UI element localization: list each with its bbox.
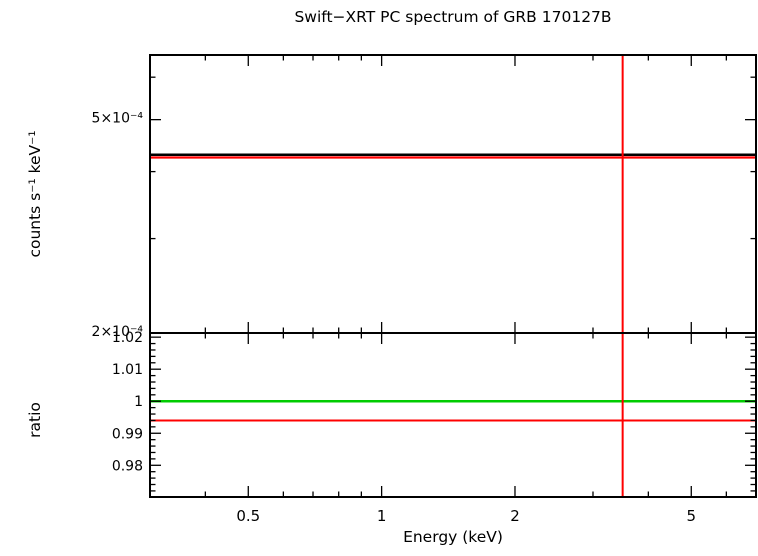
x-tick-label: 1 xyxy=(377,507,387,525)
y-axis-label-ratio: ratio xyxy=(26,402,44,438)
chart-title: Swift−XRT PC spectrum of GRB 170127B xyxy=(294,8,611,26)
y-tick-label: 0.98 xyxy=(112,458,143,474)
y-tick-label: 1 xyxy=(134,394,143,410)
x-tick-label: 0.5 xyxy=(236,507,260,525)
y-tick-label: 5×10⁻⁴ xyxy=(92,111,144,127)
x-tick-label: 2 xyxy=(510,507,520,525)
panel-border xyxy=(149,54,757,334)
y-tick-label: 0.99 xyxy=(112,426,143,442)
y-tick-label: 1.02 xyxy=(112,330,143,346)
y-tick-label: 1.01 xyxy=(112,362,143,378)
y-axis-label-counts: counts s⁻¹ keV⁻¹ xyxy=(26,130,44,257)
x-tick-label: 5 xyxy=(686,507,696,525)
plot-generated: 5×10⁻⁴ 2×10⁻⁴1.02 1.01 1 0.99 0.98 0.5 1 2 5 xyxy=(92,54,757,525)
panel-border xyxy=(149,332,757,498)
y-tick-label: 2×10⁻⁴ xyxy=(92,324,144,340)
x-axis-label: Energy (keV) xyxy=(403,528,503,546)
